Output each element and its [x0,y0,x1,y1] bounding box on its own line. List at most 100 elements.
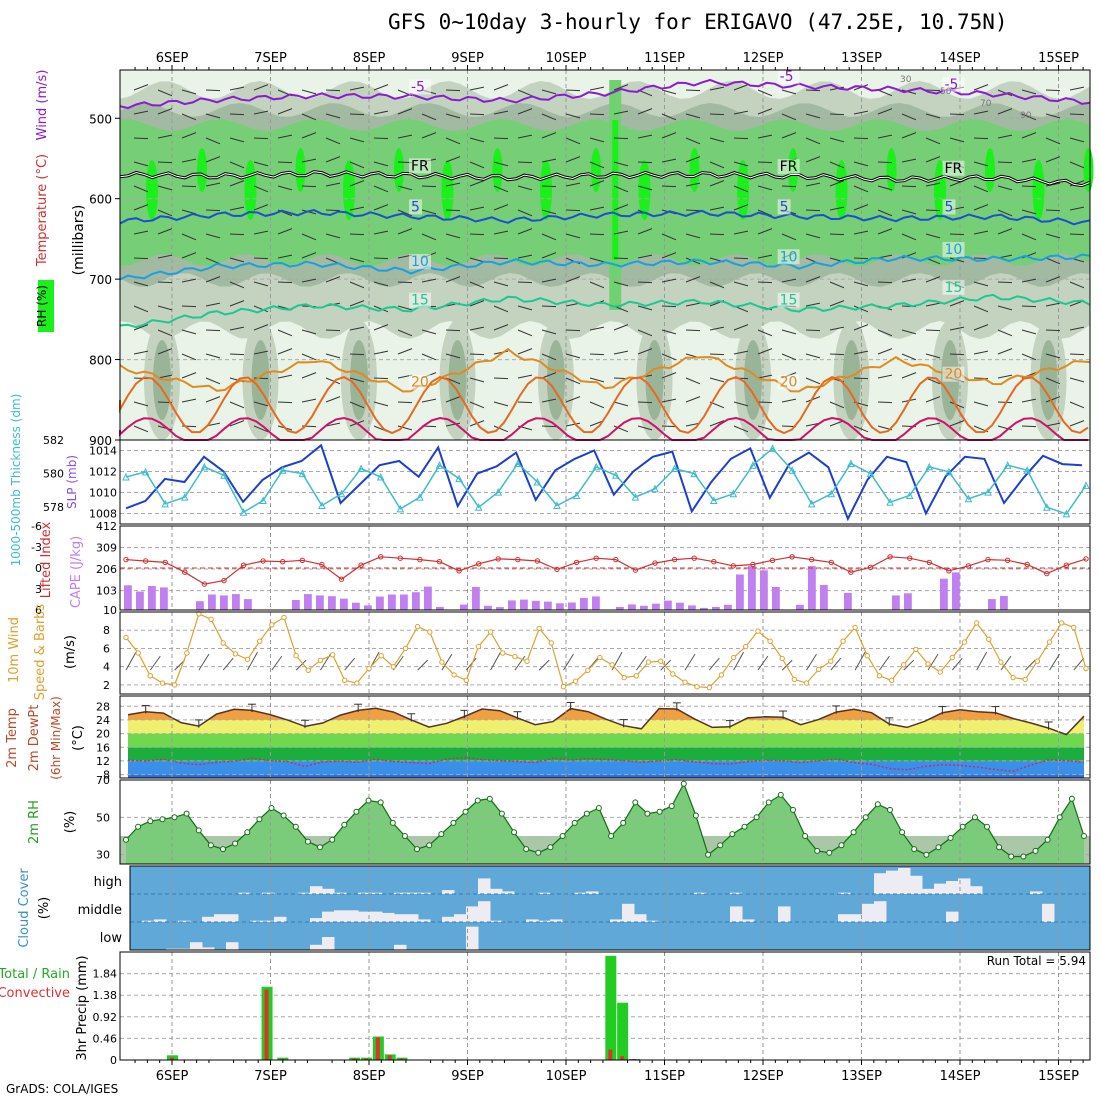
thickness-point [494,487,503,496]
wind-barb [465,657,477,671]
wind-barb [976,651,988,671]
cloud-bar [478,901,491,922]
wind-barb [805,182,821,187]
credit-label: GrADS: COLA/IGES [6,1082,119,1096]
wind-barb [517,134,533,139]
contour-label-bg [409,254,431,270]
wind-barb [469,257,485,263]
wind-barb [133,281,149,287]
wind-barb [925,329,941,332]
temperature-contour [119,78,1091,110]
wind-barb [397,425,413,431]
rh-point [1056,814,1063,821]
wind-barb [349,206,365,211]
wind-speed-point [281,614,287,621]
cloud-bar [262,892,275,894]
y-axis-label: 3hr Precip (mm) [75,955,90,1060]
wind-barb [853,161,869,167]
wind-barb [1045,422,1061,427]
wind-barb [277,134,293,139]
thickness-point [984,487,992,496]
rh-point [717,842,724,849]
lifted-index-point [750,561,756,568]
rh-contour-label: 70 [980,99,992,109]
contour-label-bg [409,79,431,95]
cape-bar [532,600,540,610]
rh-point [547,844,554,851]
cape-bar [592,596,600,610]
legend-wind: Wind (m/s) [35,70,50,141]
y-tick-label: 0.46 [93,1032,118,1045]
wind-barb [1069,113,1085,116]
wind-barb [493,204,509,211]
wind-speed-line [125,612,1087,689]
lifted-index-point [319,561,325,568]
wind-speed-point [135,650,141,656]
x-tick-label: 11SEP [644,1069,685,1084]
wind-barb [565,156,581,163]
wind-barb [469,300,485,307]
wind-barb [949,113,965,116]
rh-point [571,819,578,826]
wind-barb [1069,206,1085,211]
wind-barb [229,113,245,116]
rh-point [462,808,469,815]
wind-barb [733,281,749,287]
wind-barb [133,350,149,355]
wind-barb [1069,420,1085,427]
wind-barb [565,233,581,239]
wind-barb [1021,158,1037,163]
wind-barb [949,137,965,143]
rh-point [680,780,687,787]
wind-barb [1069,353,1085,356]
dewpoint-line [127,756,1085,772]
wind-barb [445,422,461,427]
wind-barb [973,137,989,140]
cloud-bar [1042,903,1055,922]
wind-barb [733,425,749,433]
wind-barb [301,372,317,379]
cloud-bar [574,892,587,894]
contour-label-bg [942,242,965,258]
wind-speed-point [475,643,482,650]
wind-barb [660,659,672,671]
wind-barb [757,348,773,355]
wind-speed-point [1059,620,1065,626]
rh-point [705,851,712,858]
wind-barb [901,113,917,121]
cloud-bar [502,891,515,894]
rh-point [159,816,166,823]
thickness-point [827,489,836,498]
wind-speed-point [1046,639,1053,645]
wind-barb [277,228,293,235]
wind-barb [181,398,197,403]
wind-barb [397,348,413,355]
wind-barb [253,401,269,407]
wind-speed-point [354,680,360,686]
wind-barb [661,113,677,121]
contour-label-bg [942,199,956,215]
thickness-point [866,469,875,478]
precip-convective-bar [399,1058,404,1060]
wind-barb [349,161,365,169]
wind-barb [589,180,605,187]
wind-barb [493,230,509,235]
wind-barb [349,377,365,383]
wind-barb [709,113,725,116]
wind-barb [421,185,437,188]
rh-point [450,819,457,826]
thickness-point [337,489,346,498]
wind-barb [325,182,341,187]
wind-barb [757,254,773,259]
wind-barb [613,161,629,167]
slp-line [125,443,1083,522]
rh-core [886,148,897,192]
wind-speed-point [220,640,226,646]
temperature-band [128,719,1084,734]
wind-speed-point [402,645,409,652]
wind-barb [349,113,365,116]
wind-barb [445,276,461,283]
wind-barb [589,161,605,169]
wind-speed-point [937,669,943,675]
wind-barb [997,348,1013,355]
